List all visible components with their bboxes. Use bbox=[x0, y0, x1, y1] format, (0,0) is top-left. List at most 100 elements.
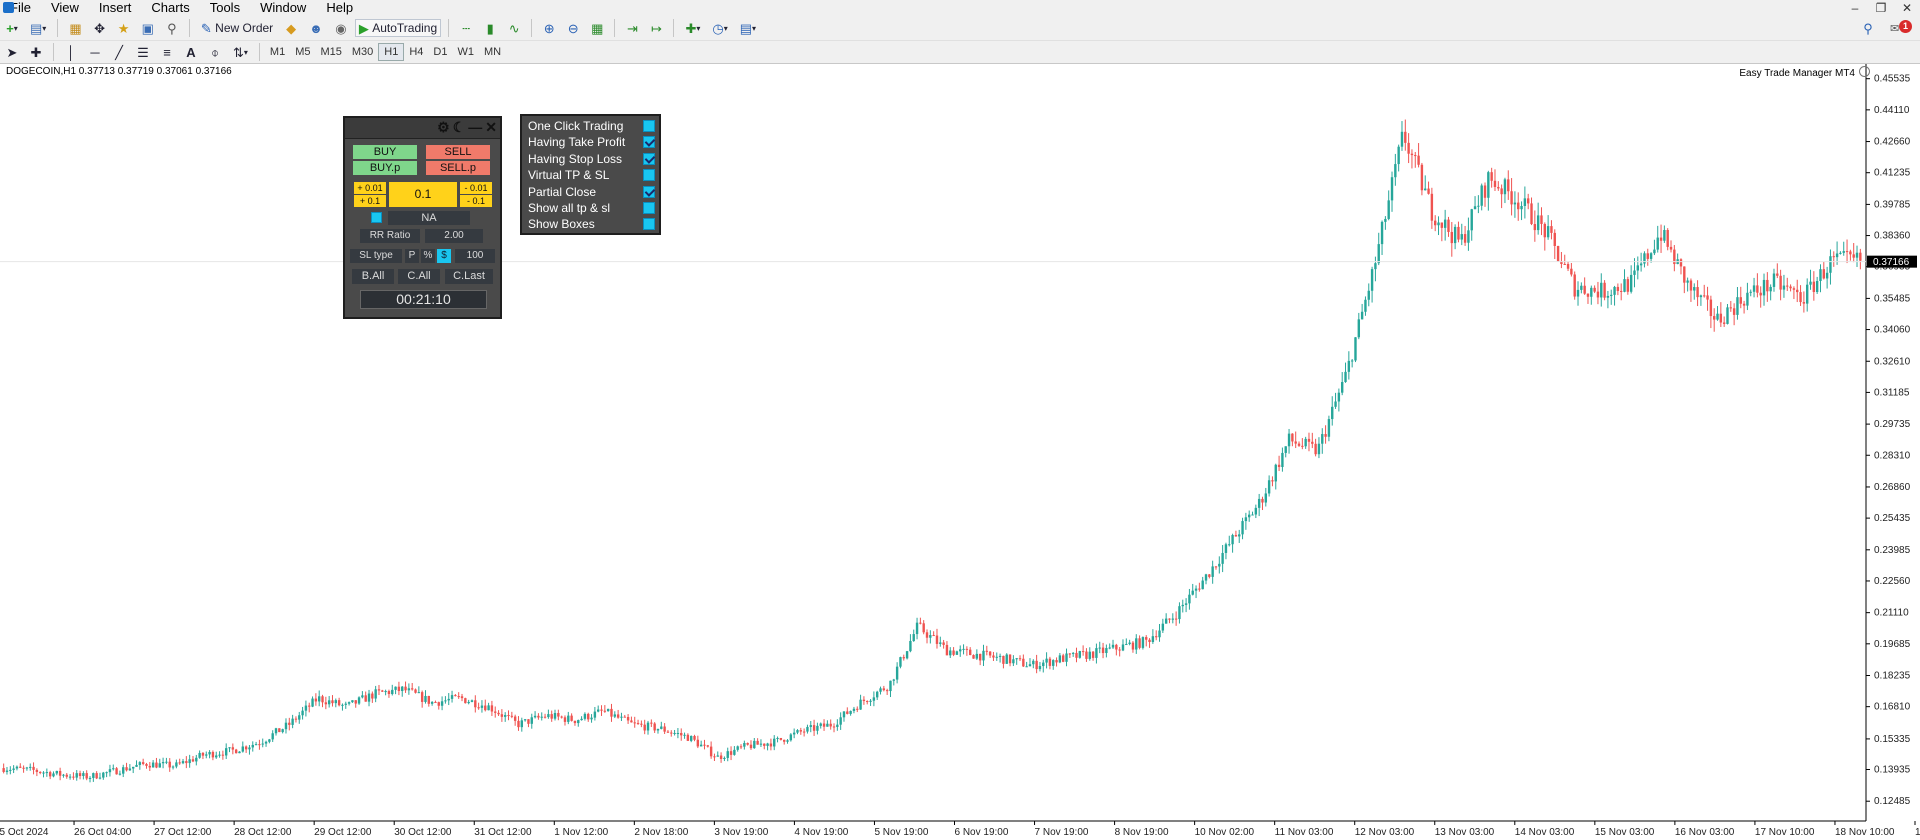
line-chart-icon[interactable]: ∿ bbox=[508, 20, 520, 36]
terminal-icon[interactable]: ▣ bbox=[141, 20, 154, 36]
text-icon[interactable]: A bbox=[186, 44, 196, 60]
candle-body bbox=[580, 718, 583, 721]
new-chart-button[interactable]: + ▾ bbox=[6, 20, 18, 36]
close-panel-icon[interactable]: ✕ bbox=[485, 119, 497, 135]
close-last-button[interactable]: C.Last bbox=[445, 269, 493, 284]
option-virtual-tp-sl-checkbox[interactable] bbox=[643, 169, 655, 181]
option-partial-close-checkbox[interactable] bbox=[643, 186, 655, 198]
close-all-button[interactable]: C.All bbox=[398, 269, 440, 284]
moon-icon[interactable]: ☾ bbox=[452, 119, 466, 135]
price-tick-label: 0.23985 bbox=[1874, 545, 1911, 556]
buy-button[interactable]: BUY bbox=[353, 145, 417, 159]
menu-insert[interactable]: Insert bbox=[98, 0, 132, 15]
trendline-icon[interactable]: ╱ bbox=[115, 44, 123, 60]
time-tick-label: 18 Nov 10:00 bbox=[1835, 827, 1895, 838]
autotrading-button[interactable]: ▶ AutoTrading bbox=[354, 19, 442, 37]
option-stop-loss-checkbox[interactable] bbox=[643, 153, 655, 165]
tile-windows-icon[interactable]: ▦ bbox=[591, 20, 604, 36]
menu-file[interactable]: File bbox=[10, 0, 31, 15]
menu-tools[interactable]: Tools bbox=[209, 0, 241, 15]
new-order-button[interactable]: ✎ New Order bbox=[200, 20, 274, 36]
timeframe-d1[interactable]: D1 bbox=[433, 46, 448, 58]
crosshair-icon[interactable]: ✚ bbox=[30, 44, 42, 60]
indicators-button[interactable]: ✚ ▾ bbox=[685, 20, 701, 36]
autoscroll-icon[interactable]: ↦ bbox=[650, 20, 662, 36]
candle-body bbox=[836, 724, 839, 727]
price-chart[interactable]: 0.45535 0.44110 0.42660 0.41235 0.39785 0.383… bbox=[0, 64, 1920, 840]
profiles-button[interactable]: ▤ ▾ bbox=[30, 20, 47, 36]
candle-body bbox=[1085, 651, 1088, 659]
buy-pending-button[interactable]: BUY.p bbox=[353, 161, 417, 175]
text-label-icon[interactable]: ⌽ bbox=[211, 44, 219, 60]
candle-body bbox=[1839, 252, 1842, 254]
option-take-profit-checkbox[interactable] bbox=[643, 136, 655, 148]
candle-body bbox=[268, 739, 271, 742]
menu-view[interactable]: View bbox=[50, 0, 79, 15]
candle-body bbox=[1297, 443, 1301, 446]
timeframe-m5[interactable]: M5 bbox=[295, 46, 311, 58]
zoom-out-icon[interactable]: ⊖ bbox=[567, 20, 579, 36]
sl-type-percent[interactable]: % bbox=[421, 249, 435, 263]
search-icon[interactable]: ⚲ bbox=[1863, 20, 1873, 36]
sl-type-points[interactable]: P bbox=[405, 249, 419, 263]
candle-body bbox=[1311, 441, 1314, 444]
minimize-icon[interactable]: – bbox=[1851, 1, 1859, 15]
trade-panel-titlebar[interactable]: ⚙ ☾ — ✕ bbox=[345, 118, 500, 139]
option-show-boxes-checkbox[interactable] bbox=[643, 218, 655, 230]
timeframe-m30[interactable]: M30 bbox=[351, 46, 374, 58]
fibonacci-icon[interactable]: ≡ bbox=[163, 44, 171, 60]
candle-body bbox=[773, 738, 776, 747]
menu-window[interactable]: Window bbox=[260, 0, 307, 15]
lot-minus-small-button[interactable]: - 0.01 bbox=[460, 182, 492, 194]
sl-value-input[interactable]: 100 bbox=[455, 249, 495, 263]
sl-type-dollar[interactable]: $ bbox=[437, 249, 451, 263]
timeframe-w1[interactable]: W1 bbox=[457, 46, 474, 58]
lot-size-input[interactable]: 0.1 bbox=[389, 182, 457, 207]
timeframe-h1[interactable]: H1 bbox=[378, 43, 405, 61]
market-icon[interactable]: ◉ bbox=[335, 20, 347, 36]
data-window-icon[interactable]: ✥ bbox=[94, 20, 106, 36]
channel-icon[interactable]: ☰ bbox=[137, 44, 149, 60]
metaeditor-icon[interactable]: ◆ bbox=[286, 20, 297, 36]
timeframe-h4[interactable]: H4 bbox=[409, 46, 424, 58]
lot-plus-big-button[interactable]: + 0.1 bbox=[354, 195, 386, 207]
candle-body bbox=[959, 649, 962, 652]
chart-shift-icon[interactable]: ⇥ bbox=[626, 20, 638, 36]
notifications-button[interactable]: ✉ 1 bbox=[1890, 19, 1912, 36]
option-show-all-tp-sl-checkbox[interactable] bbox=[643, 202, 655, 214]
menu-charts[interactable]: Charts bbox=[151, 0, 190, 15]
na-checkbox[interactable] bbox=[371, 212, 382, 223]
signals-icon[interactable]: ☻ bbox=[309, 20, 323, 36]
breakeven-all-button[interactable]: B.All bbox=[352, 269, 394, 284]
sell-pending-button[interactable]: SELL.p bbox=[426, 161, 490, 175]
strategy-tester-icon[interactable]: ⚲ bbox=[167, 20, 177, 36]
sell-button[interactable]: SELL bbox=[426, 145, 490, 159]
rr-ratio-input[interactable]: 2.00 bbox=[425, 229, 483, 243]
gear-icon[interactable]: ⚙ bbox=[437, 119, 450, 135]
timeframe-m15[interactable]: M15 bbox=[320, 46, 342, 58]
horizontal-line-icon[interactable]: ─ bbox=[90, 44, 100, 60]
menu-help[interactable]: Help bbox=[326, 0, 354, 15]
candle-body bbox=[872, 697, 876, 701]
market-watch-icon[interactable]: ▦ bbox=[69, 20, 82, 36]
candlestick-icon[interactable]: ▮ bbox=[486, 20, 494, 36]
minimize-panel-icon[interactable]: — bbox=[468, 119, 483, 135]
na-field[interactable]: NA bbox=[388, 211, 470, 225]
candle-body bbox=[1716, 313, 1719, 320]
lot-plus-small-button[interactable]: + 0.01 bbox=[354, 182, 386, 194]
zoom-in-icon[interactable]: ⊕ bbox=[543, 20, 555, 36]
templates-button[interactable]: ▤ ▾ bbox=[739, 20, 757, 36]
lot-minus-big-button[interactable]: - 0.1 bbox=[460, 195, 492, 207]
arrows-button[interactable]: ⇅ ▾ bbox=[233, 44, 248, 60]
restore-icon[interactable]: ❐ bbox=[1875, 1, 1887, 15]
vertical-line-icon[interactable]: │ bbox=[66, 44, 76, 60]
navigator-icon[interactable]: ★ bbox=[117, 20, 130, 36]
chart-window[interactable]: 0.45535 0.44110 0.42660 0.41235 0.39785 0.383… bbox=[0, 64, 1920, 840]
close-icon[interactable]: ✕ bbox=[1901, 1, 1913, 15]
periods-button[interactable]: ◷ ▾ bbox=[712, 20, 728, 36]
timeframe-mn[interactable]: MN bbox=[483, 46, 502, 58]
bar-chart-icon[interactable]: ┄ bbox=[462, 20, 471, 36]
option-one-click-trading-checkbox[interactable] bbox=[643, 120, 655, 132]
cursor-icon[interactable]: ➤ bbox=[6, 44, 18, 60]
timeframe-m1[interactable]: M1 bbox=[269, 46, 286, 58]
